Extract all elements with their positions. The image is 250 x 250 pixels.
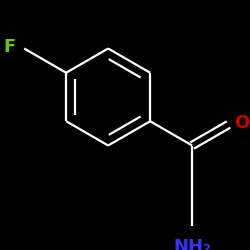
Text: F: F [4, 38, 16, 56]
Text: O: O [234, 114, 249, 132]
Text: NH₂: NH₂ [173, 238, 211, 250]
